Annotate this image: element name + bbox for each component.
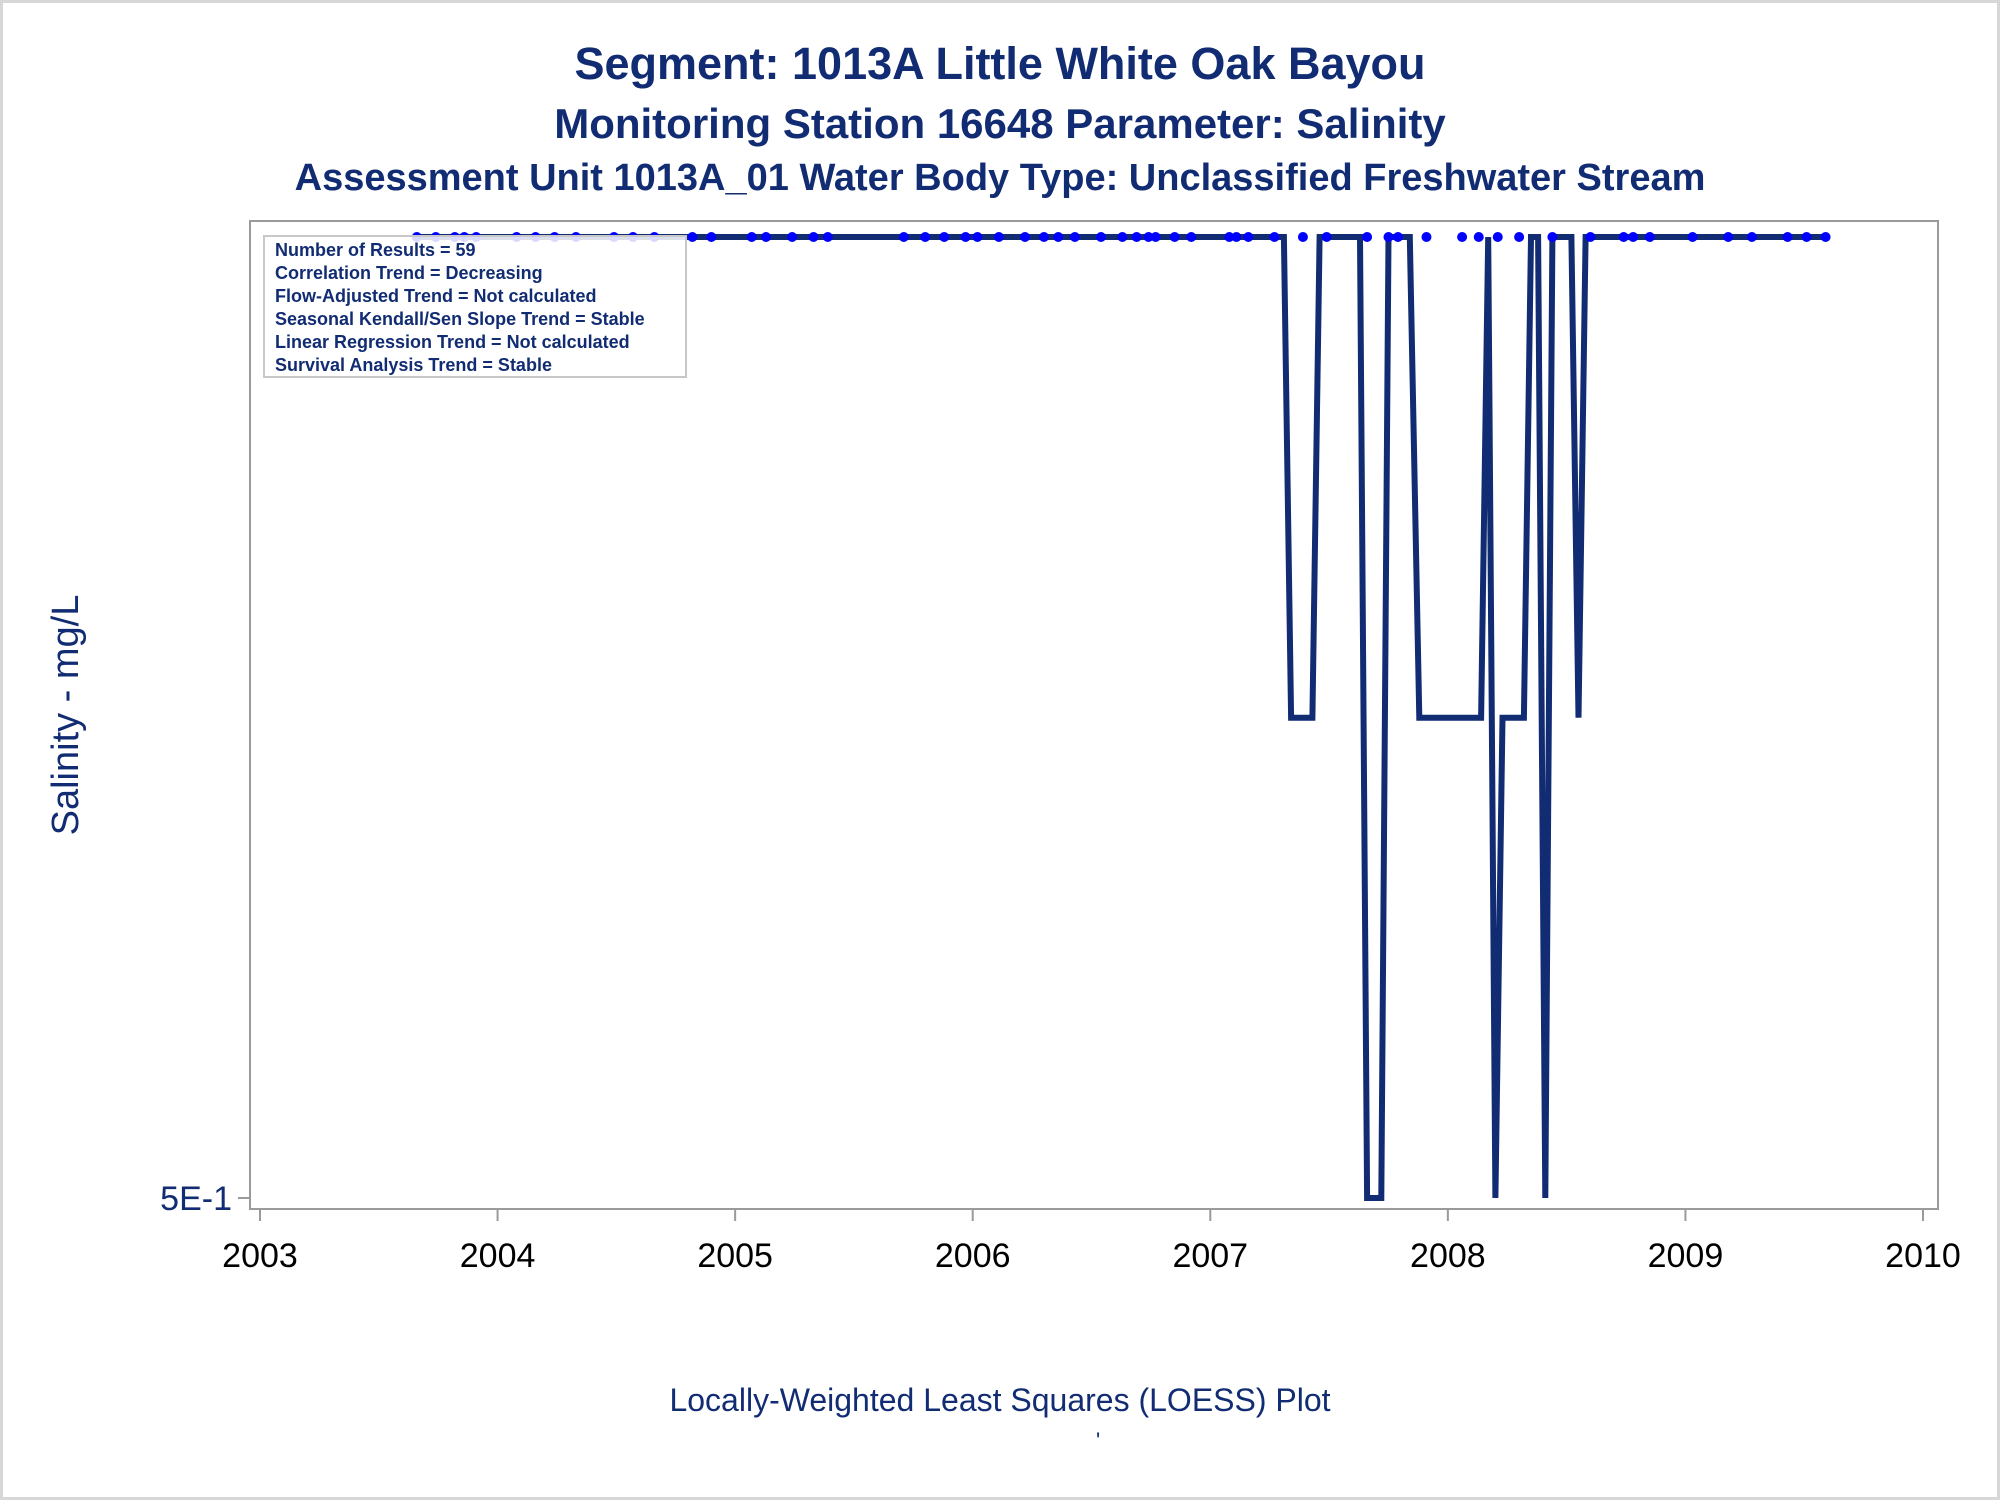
chart-title: Segment: 1013A Little White Oak Bayou (574, 38, 1426, 89)
data-point (822, 232, 833, 242)
stats-line: Linear Regression Trend = Not calculated (275, 332, 630, 352)
data-point (1069, 232, 1080, 242)
data-point (1096, 232, 1107, 242)
data-point (1150, 232, 1161, 242)
data-point (1143, 232, 1154, 242)
y-tick-label: 5E-1 (160, 1180, 232, 1218)
x-tick-label: 2007 (1172, 1237, 1248, 1275)
data-point (1514, 232, 1525, 242)
data-point (1131, 232, 1142, 242)
data-point (746, 232, 757, 242)
data-point (1492, 232, 1503, 242)
x-tick-label: 2010 (1885, 1237, 1961, 1275)
chart-footnote: Locally-Weighted Least Squares (LOESS) P… (669, 1382, 1331, 1418)
data-point (1473, 232, 1484, 242)
data-point (1038, 232, 1049, 242)
data-point (1186, 232, 1197, 242)
x-tick-label: 2008 (1410, 1237, 1486, 1275)
stats-line: Flow-Adjusted Trend = Not calculated (275, 286, 597, 306)
data-point (920, 232, 931, 242)
data-point (1053, 232, 1064, 242)
stats-line: Correlation Trend = Decreasing (275, 263, 543, 283)
data-point (1457, 232, 1468, 242)
x-tick-label: 2005 (697, 1237, 773, 1275)
x-tick-label: 2003 (222, 1237, 298, 1275)
data-point (1421, 232, 1432, 242)
data-point (1746, 232, 1757, 242)
data-point (898, 232, 909, 242)
loess-line (416, 234, 1826, 1201)
data-point (761, 232, 772, 242)
data-point (993, 232, 1004, 242)
stats-line: Seasonal Kendall/Sen Slope Trend = Stabl… (275, 309, 645, 329)
y-axis-title: Salinity - mg/L (45, 595, 87, 836)
data-point (1392, 232, 1403, 242)
data-point (1547, 232, 1558, 242)
chart-footmark: ' (1096, 1428, 1101, 1453)
x-tick-label: 2004 (460, 1237, 536, 1275)
data-point (1224, 232, 1235, 242)
chart-subtitle: Monitoring Station 16648 Parameter: Sali… (554, 100, 1446, 147)
data-point (972, 232, 983, 242)
data-point (1383, 232, 1394, 242)
x-tick-label: 2009 (1648, 1237, 1724, 1275)
data-point (1782, 232, 1793, 242)
stats-line: Survival Analysis Trend = Stable (275, 355, 552, 375)
data-point (687, 232, 698, 242)
data-point (1019, 232, 1030, 242)
data-point (1723, 232, 1734, 242)
data-point (1687, 232, 1698, 242)
data-point (787, 232, 798, 242)
plot-area-border (249, 220, 1939, 1210)
data-point (1618, 232, 1629, 242)
x-tick-label: 2006 (935, 1237, 1011, 1275)
data-point (939, 232, 950, 242)
data-point (1117, 232, 1128, 242)
data-point (1362, 232, 1373, 242)
data-point (1231, 232, 1242, 242)
chart-subtitle-2: Assessment Unit 1013A_01 Water Body Type… (294, 157, 1706, 199)
data-point (1321, 232, 1332, 242)
stats-line: Number of Results = 59 (275, 240, 476, 260)
data-point (1169, 232, 1180, 242)
data-point (1644, 232, 1655, 242)
data-point (1801, 232, 1812, 242)
data-point (960, 232, 971, 242)
data-point (808, 232, 819, 242)
data-point (1269, 232, 1280, 242)
data-point (1820, 232, 1831, 242)
data-point (1585, 232, 1596, 242)
data-point (1243, 232, 1254, 242)
data-point (1628, 232, 1639, 242)
data-point (706, 232, 717, 242)
data-point (1297, 232, 1308, 242)
stats-box (263, 235, 687, 378)
